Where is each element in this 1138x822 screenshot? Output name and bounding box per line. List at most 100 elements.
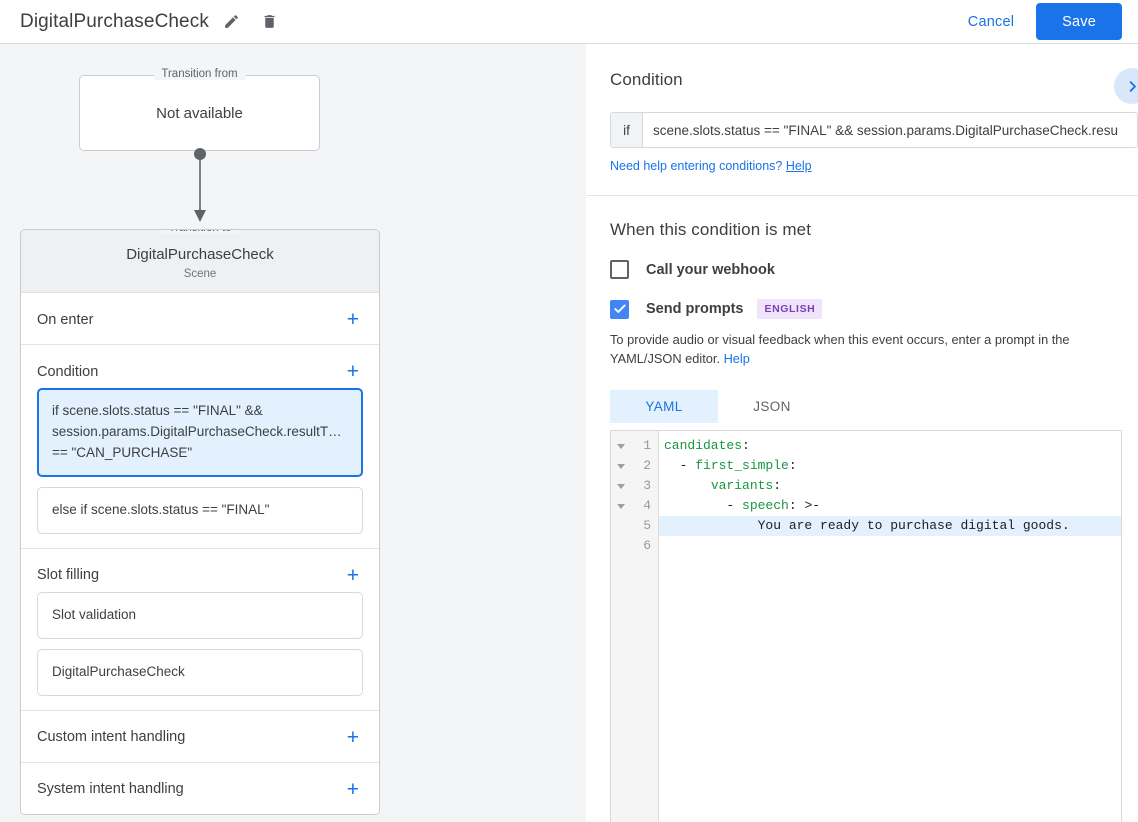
- condition-expression-input[interactable]: if scene.slots.status == "FINAL" && sess…: [610, 112, 1138, 148]
- cancel-button[interactable]: Cancel: [956, 6, 1026, 38]
- on-enter-label: On enter: [37, 311, 94, 328]
- code-colon: :: [773, 478, 782, 494]
- condition-header[interactable]: Condition +: [21, 345, 379, 388]
- slot-filling-list: Slot validation DigitalPurchaseCheck: [21, 591, 379, 710]
- when-condition-met-section: When this condition is met Call your web…: [586, 196, 1138, 822]
- line-number: 1: [643, 438, 651, 454]
- caret-down-icon[interactable]: [617, 443, 625, 449]
- condition-label: Condition: [37, 363, 99, 380]
- on-enter-header[interactable]: On enter +: [21, 293, 379, 344]
- send-prompts-checkbox[interactable]: [610, 299, 629, 319]
- condition-add-button[interactable]: +: [346, 360, 359, 383]
- section-on-enter: On enter +: [21, 293, 379, 345]
- pencil-icon[interactable]: [217, 7, 247, 37]
- transition-from-node[interactable]: Transition from Not available: [79, 68, 320, 151]
- line-number: 6: [643, 538, 651, 554]
- system-intent-header[interactable]: System intent handling +: [21, 763, 379, 814]
- prompt-hint-text: To provide audio or visual feedback when…: [610, 331, 1120, 368]
- code-colon: :: [788, 498, 797, 514]
- section-condition: Condition + if scene.slots.status == "FI…: [21, 345, 379, 549]
- code-line[interactable]: candidates:: [659, 436, 1121, 456]
- condition-expression-value[interactable]: scene.slots.status == "FINAL" && session…: [653, 122, 1119, 138]
- section-slot-filling: Slot filling + Slot validation DigitalPu…: [21, 548, 379, 711]
- transition-from-value: Not available: [156, 104, 243, 122]
- condition-list: if scene.slots.status == "FINAL" && sess…: [21, 388, 379, 548]
- webhook-checkbox[interactable]: [610, 260, 629, 279]
- webhook-label: Call your webhook: [646, 261, 775, 278]
- editor-code-area[interactable]: candidates: - first_simple: variants: - …: [659, 431, 1121, 822]
- code-line[interactable]: - speech: >-: [659, 496, 1121, 516]
- line-number: 2: [643, 458, 651, 474]
- scene-header[interactable]: DigitalPurchaseCheck Scene: [21, 230, 379, 293]
- transition-to-node: Transition to DigitalPurchaseCheck Scene…: [20, 229, 380, 815]
- condition-item[interactable]: else if scene.slots.status == "FINAL": [37, 486, 363, 534]
- code-line-highlighted[interactable]: You are ready to purchase digital goods.: [659, 516, 1121, 537]
- caret-down-icon[interactable]: [617, 503, 625, 509]
- condition-detail-panel: Condition if scene.slots.status == "FINA…: [586, 44, 1138, 822]
- editor-tabs: YAML JSON: [610, 390, 1138, 424]
- code-line[interactable]: - first_simple:: [659, 456, 1121, 476]
- flow-connector: [194, 148, 206, 222]
- scene-name: DigitalPurchaseCheck: [126, 246, 274, 263]
- condition-panel-heading: Condition: [610, 70, 683, 89]
- yaml-editor[interactable]: 1 2 3 4 5 6 candidates: - first_simple: …: [610, 430, 1122, 822]
- slot-filling-add-button[interactable]: +: [346, 563, 359, 587]
- section-system-intent: System intent handling +: [21, 762, 379, 814]
- slot-validation-item[interactable]: Slot validation: [37, 591, 363, 639]
- save-button[interactable]: Save: [1036, 3, 1122, 40]
- fold-toggle: [611, 496, 631, 516]
- condition-item-selected[interactable]: if scene.slots.status == "FINAL" && sess…: [37, 388, 363, 477]
- language-badge: ENGLISH: [757, 299, 823, 319]
- tab-yaml[interactable]: YAML: [610, 390, 718, 424]
- code-key: speech: [742, 498, 789, 514]
- transition-from-legend: Transition from: [153, 68, 246, 80]
- code-line[interactable]: variants:: [659, 476, 1121, 496]
- code-key: first_simple: [695, 458, 789, 474]
- top-bar: DigitalPurchaseCheck Cancel Save: [0, 0, 1138, 44]
- code-colon: :: [788, 458, 797, 474]
- caret-down-icon[interactable]: [617, 483, 625, 489]
- send-prompts-checkbox-row[interactable]: Send prompts ENGLISH: [610, 299, 1138, 319]
- webhook-checkbox-row[interactable]: Call your webhook: [610, 260, 1138, 279]
- slot-filling-label: Slot filling: [37, 567, 100, 584]
- condition-help-line: Need help entering conditions? Help: [610, 159, 1138, 173]
- condition-help-text: Need help entering conditions?: [610, 159, 783, 173]
- condition-help-link[interactable]: Help: [785, 159, 812, 173]
- slot-item[interactable]: DigitalPurchaseCheck: [37, 648, 363, 696]
- fold-toggle: [611, 436, 631, 456]
- tab-json[interactable]: JSON: [753, 399, 791, 415]
- prompt-help-link[interactable]: Help: [723, 350, 750, 366]
- transition-to-legend: Transition to: [160, 229, 240, 234]
- scene-flow-panel: Transition from Not available Transition…: [0, 44, 586, 822]
- panel-divider: [586, 195, 1138, 196]
- code-indent: [664, 478, 711, 493]
- code-rest: >-: [796, 498, 821, 514]
- prompt-hint-body: To provide audio or visual feedback when…: [610, 332, 1070, 366]
- custom-intent-add-button[interactable]: +: [346, 725, 359, 749]
- when-met-heading: When this condition is met: [610, 220, 812, 239]
- editor-fold-gutter: [611, 431, 631, 822]
- fold-toggle: [611, 476, 631, 496]
- page-title: DigitalPurchaseCheck: [20, 10, 209, 32]
- system-intent-add-button[interactable]: +: [346, 777, 359, 801]
- fold-toggle: [611, 456, 631, 476]
- line-number: 3: [643, 478, 651, 494]
- trash-icon[interactable]: [255, 7, 285, 37]
- slot-filling-header[interactable]: Slot filling +: [21, 549, 379, 592]
- system-intent-label: System intent handling: [37, 781, 184, 798]
- code-line[interactable]: [659, 536, 1121, 556]
- code-key: candidates: [664, 438, 743, 454]
- section-custom-intent: Custom intent handling +: [21, 710, 379, 763]
- condition-if-prefix: if: [611, 113, 643, 147]
- on-enter-add-button[interactable]: +: [346, 308, 359, 331]
- custom-intent-label: Custom intent handling: [37, 729, 186, 746]
- scene-type: Scene: [183, 268, 217, 280]
- editor-line-numbers: 1 2 3 4 5 6: [631, 431, 659, 822]
- code-text: You are ready to purchase digital goods.: [664, 518, 1070, 534]
- chevron-right-icon[interactable]: [1114, 68, 1138, 104]
- custom-intent-header[interactable]: Custom intent handling +: [21, 711, 379, 762]
- code-key: variants: [710, 478, 774, 494]
- code-indent: -: [664, 458, 696, 474]
- code-indent: -: [664, 498, 743, 514]
- caret-down-icon[interactable]: [617, 463, 625, 469]
